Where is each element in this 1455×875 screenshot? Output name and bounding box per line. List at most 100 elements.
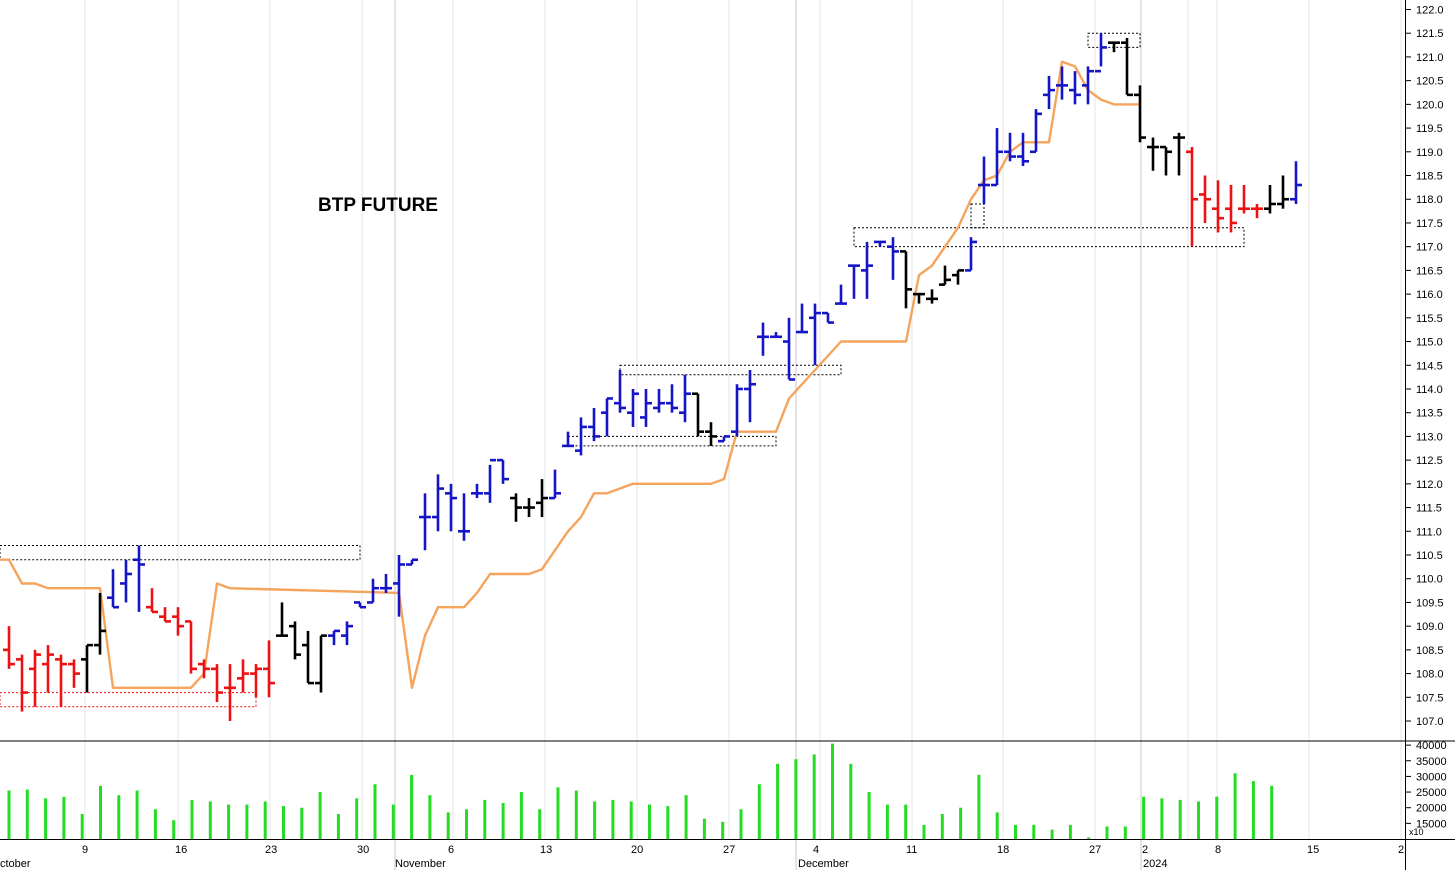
x-tick-label: 20 — [631, 844, 643, 856]
ohlc-bar — [107, 569, 119, 609]
ohlc-bar — [81, 643, 93, 693]
ohlc-bar — [965, 237, 977, 272]
volume-tick-label: 35000 — [1416, 756, 1447, 768]
ohlc-bar — [848, 264, 860, 299]
price-tick-label: 115.5 — [1416, 313, 1443, 325]
x-tick-label: 4 — [813, 844, 819, 856]
ohlc-bar — [1225, 185, 1237, 233]
ohlc-bar — [1121, 37, 1133, 97]
ohlc-bar — [731, 384, 743, 437]
ohlc-bar — [1147, 137, 1159, 171]
month-label: November — [395, 858, 446, 870]
price-tick-label: 119.5 — [1416, 123, 1443, 135]
ohlc-bar — [1069, 71, 1081, 105]
ohlc-bar — [68, 659, 80, 688]
ohlc-bar — [42, 645, 54, 693]
price-tick-label: 111.0 — [1416, 526, 1442, 538]
price-tick-label: 120.0 — [1416, 99, 1444, 111]
ohlc-bar — [744, 370, 756, 423]
ohlc-bar — [913, 292, 925, 304]
ohlc-bar — [120, 559, 132, 603]
price-tick-label: 116.0 — [1416, 289, 1443, 301]
ohlc-bar — [419, 493, 431, 551]
price-tick-label: 113.0 — [1416, 431, 1443, 443]
ohlc-bar — [1004, 132, 1016, 162]
ohlc-bar — [406, 558, 418, 566]
ohlc-bar — [250, 664, 262, 698]
ohlc-bar — [1199, 175, 1211, 223]
x-tick-label: 16 — [175, 844, 187, 856]
price-tick-label: 115.0 — [1416, 337, 1443, 349]
ohlc-bar — [445, 483, 457, 532]
ohlc-bar — [1108, 41, 1120, 53]
ohlc-bar — [510, 493, 522, 522]
price-tick-label: 114.5 — [1416, 360, 1443, 372]
range-box — [970, 203, 985, 229]
ohlc-bar — [29, 649, 41, 707]
x-tick-label: 9 — [82, 844, 88, 856]
volume-tick-label: 15000 — [1416, 818, 1447, 830]
ohlc-bar — [458, 493, 470, 541]
ohlc-bar — [16, 654, 28, 712]
ohlc-bar — [484, 458, 496, 503]
ohlc-bar — [1212, 180, 1224, 233]
price-tick-label: 116.5 — [1416, 265, 1443, 277]
range-box — [0, 692, 257, 708]
price-tick-label: 111.5 — [1416, 503, 1442, 515]
ohlc-bar — [562, 431, 574, 448]
range-boxes — [0, 32, 1245, 708]
ohlc-bar — [367, 578, 379, 604]
ohlc-bar — [237, 659, 249, 693]
volume-bars — [7, 743, 1274, 839]
ohlc-bar — [185, 620, 197, 674]
ohlc-bar — [1082, 66, 1094, 105]
ohlc-bar — [614, 370, 626, 413]
ohlc-bar — [1290, 161, 1302, 204]
month-label: 2024 — [1143, 858, 1167, 870]
range-box — [619, 364, 842, 376]
price-tick-label: 110.5 — [1416, 550, 1443, 562]
x-tick-label: 11 — [906, 844, 917, 856]
ohlc-bar — [627, 388, 639, 427]
ohlc-bar — [835, 284, 847, 305]
ohlc-bar — [1030, 109, 1042, 154]
ohlc-bar — [1251, 203, 1263, 219]
stop-line — [0, 60, 1140, 689]
ohlc-bar — [926, 289, 938, 304]
ohlc-bar — [991, 128, 1003, 187]
ohlc-bar — [94, 592, 106, 655]
ohlc-bar — [874, 240, 886, 247]
ohlc-bar — [900, 250, 912, 309]
ohlc-bar — [315, 634, 327, 693]
ohlc-bar — [952, 269, 964, 285]
ohlc-bar — [1134, 85, 1146, 143]
price-tick-label: 122.0 — [1416, 4, 1444, 16]
volume-tick-label: 30000 — [1416, 771, 1447, 783]
x-tick-label: 2 — [1142, 844, 1148, 856]
price-tick-label: 121.0 — [1416, 52, 1444, 64]
ohlc-bar — [809, 303, 821, 366]
ohlc-bar — [783, 317, 795, 381]
ohlc-bar — [198, 659, 210, 679]
ohlc-bar — [1277, 175, 1289, 209]
x-tick-label: 15 — [1307, 844, 1319, 856]
month-label: December — [798, 858, 849, 870]
ohlc-bar — [432, 474, 444, 532]
ohlc-bar — [159, 607, 171, 623]
price-bars — [3, 33, 1302, 722]
price-tick-label: 108.0 — [1416, 669, 1444, 681]
ohlc-bar — [302, 630, 314, 685]
ohlc-bar — [666, 384, 678, 413]
ohlc-bar — [1043, 75, 1055, 110]
price-tick-label: 118.0 — [1416, 194, 1443, 206]
ohlc-bar — [536, 479, 548, 518]
ohlc-bar — [146, 588, 158, 614]
ohlc-bar — [1186, 147, 1198, 247]
price-tick-label: 112.5 — [1416, 455, 1443, 467]
volume-tick-label: 40000 — [1416, 740, 1447, 752]
x-tick-label: 27 — [1089, 844, 1101, 856]
ohlc-bar — [588, 407, 600, 442]
range-box — [0, 545, 361, 561]
ohlc-bar — [133, 545, 145, 612]
